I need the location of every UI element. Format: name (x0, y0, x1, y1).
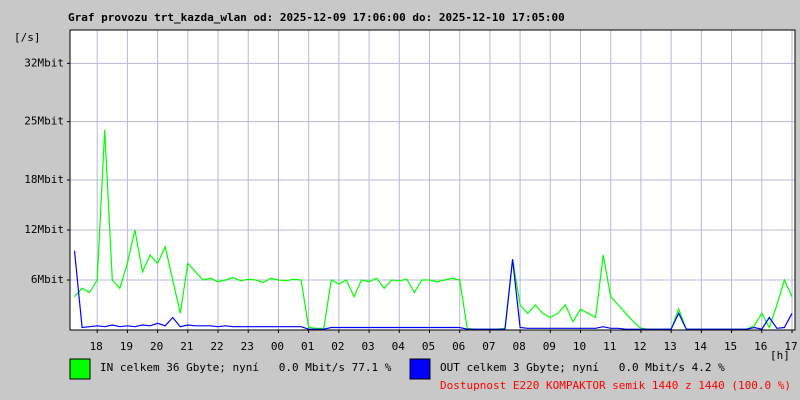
chart-title: Graf provozu trt_kazda_wlan od: 2025-12-… (68, 11, 565, 24)
x-tick-label: 03 (361, 340, 374, 353)
x-tick-label: 15 (724, 340, 737, 353)
x-tick-label: 01 (301, 340, 314, 353)
x-tick-label: 07 (482, 340, 495, 353)
legend-label: IN celkem 36 Gbyte; nyní 0.0 Mbit/s 77.1… (100, 361, 392, 374)
x-tick-label: 17 (784, 340, 797, 353)
x-tick-label: 06 (452, 340, 465, 353)
y-tick-label: 32Mbit (24, 56, 64, 69)
x-tick-label: 00 (271, 340, 284, 353)
x-tick-label: 08 (512, 340, 525, 353)
x-tick-label: 19 (120, 340, 133, 353)
y-tick-label: 25Mbit (24, 115, 64, 128)
legend-label: OUT celkem 3 Gbyte; nyní 0.0 Mbit/s 4.2 … (440, 361, 725, 374)
x-tick-label: 04 (392, 340, 406, 353)
legend-swatch (409, 358, 431, 380)
plot-border (69, 29, 796, 331)
x-tick-label: 16 (754, 340, 767, 353)
x-tick-label: 05 (422, 340, 435, 353)
x-tick-label: 23 (241, 340, 254, 353)
legend-swatch (69, 358, 91, 380)
x-tick-label: 11 (603, 340, 616, 353)
x-tick-label: 22 (210, 340, 223, 353)
x-tick-label: 20 (150, 340, 163, 353)
x-tick-label: 02 (331, 340, 344, 353)
x-tick-label: 13 (664, 340, 677, 353)
y-axis-label: [/s] (14, 31, 41, 44)
x-tick-label: 12 (633, 340, 646, 353)
footer: Dostupnost E220 KOMPAKTOR semik 1440 z 1… (440, 379, 791, 392)
y-tick-label: 6Mbit (31, 273, 64, 286)
x-tick-label: 21 (180, 340, 193, 353)
x-tick-label: 09 (543, 340, 556, 353)
x-tick-label: 18 (90, 340, 103, 353)
x-axis-label: [h] (770, 349, 790, 362)
series-line (73, 250, 793, 330)
x-tick-label: 14 (694, 340, 708, 353)
y-tick-label: 12Mbit (24, 223, 64, 236)
y-tick-label: 18Mbit (24, 173, 64, 186)
x-tick-label: 10 (573, 340, 586, 353)
